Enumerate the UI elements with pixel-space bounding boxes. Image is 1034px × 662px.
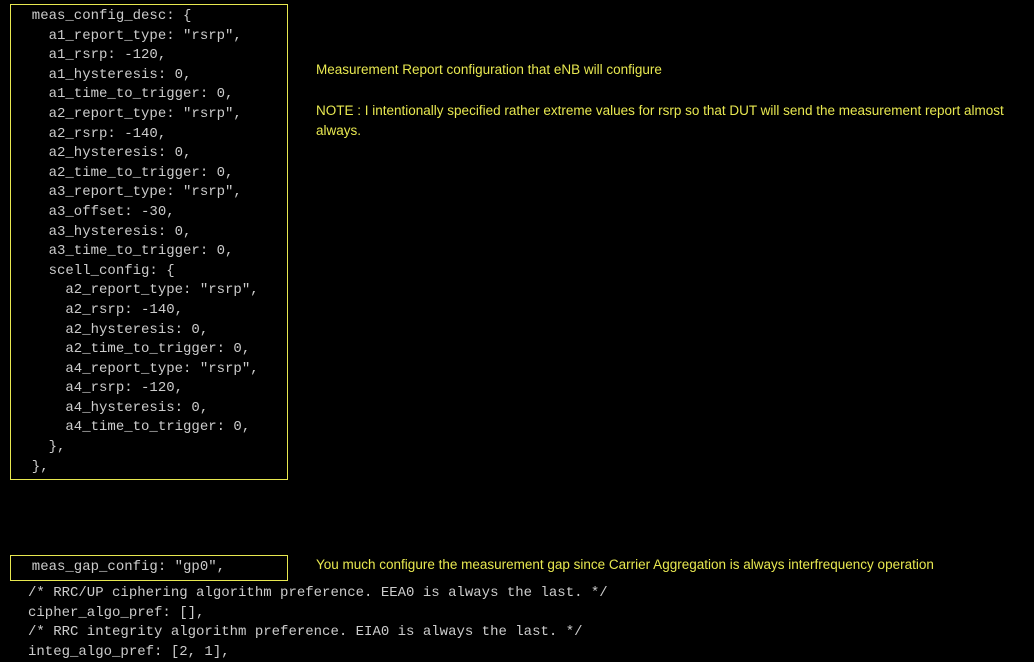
annotation-line-2: NOTE : I intentionally specified rather …	[316, 103, 1004, 138]
meas-config-annotation: Measurement Report configuration that eN…	[316, 60, 1006, 141]
meas-gap-code-block: meas_gap_config: "gp0",	[10, 555, 288, 581]
annotation-line-1: Measurement Report configuration that eN…	[316, 62, 662, 77]
cipher-integ-code-block: /* RRC/UP ciphering algorithm preference…	[28, 584, 608, 662]
meas-config-code-block: meas_config_desc: { a1_report_type: "rsr…	[10, 4, 288, 480]
meas-gap-annotation: You much configure the measurement gap s…	[316, 555, 1006, 575]
